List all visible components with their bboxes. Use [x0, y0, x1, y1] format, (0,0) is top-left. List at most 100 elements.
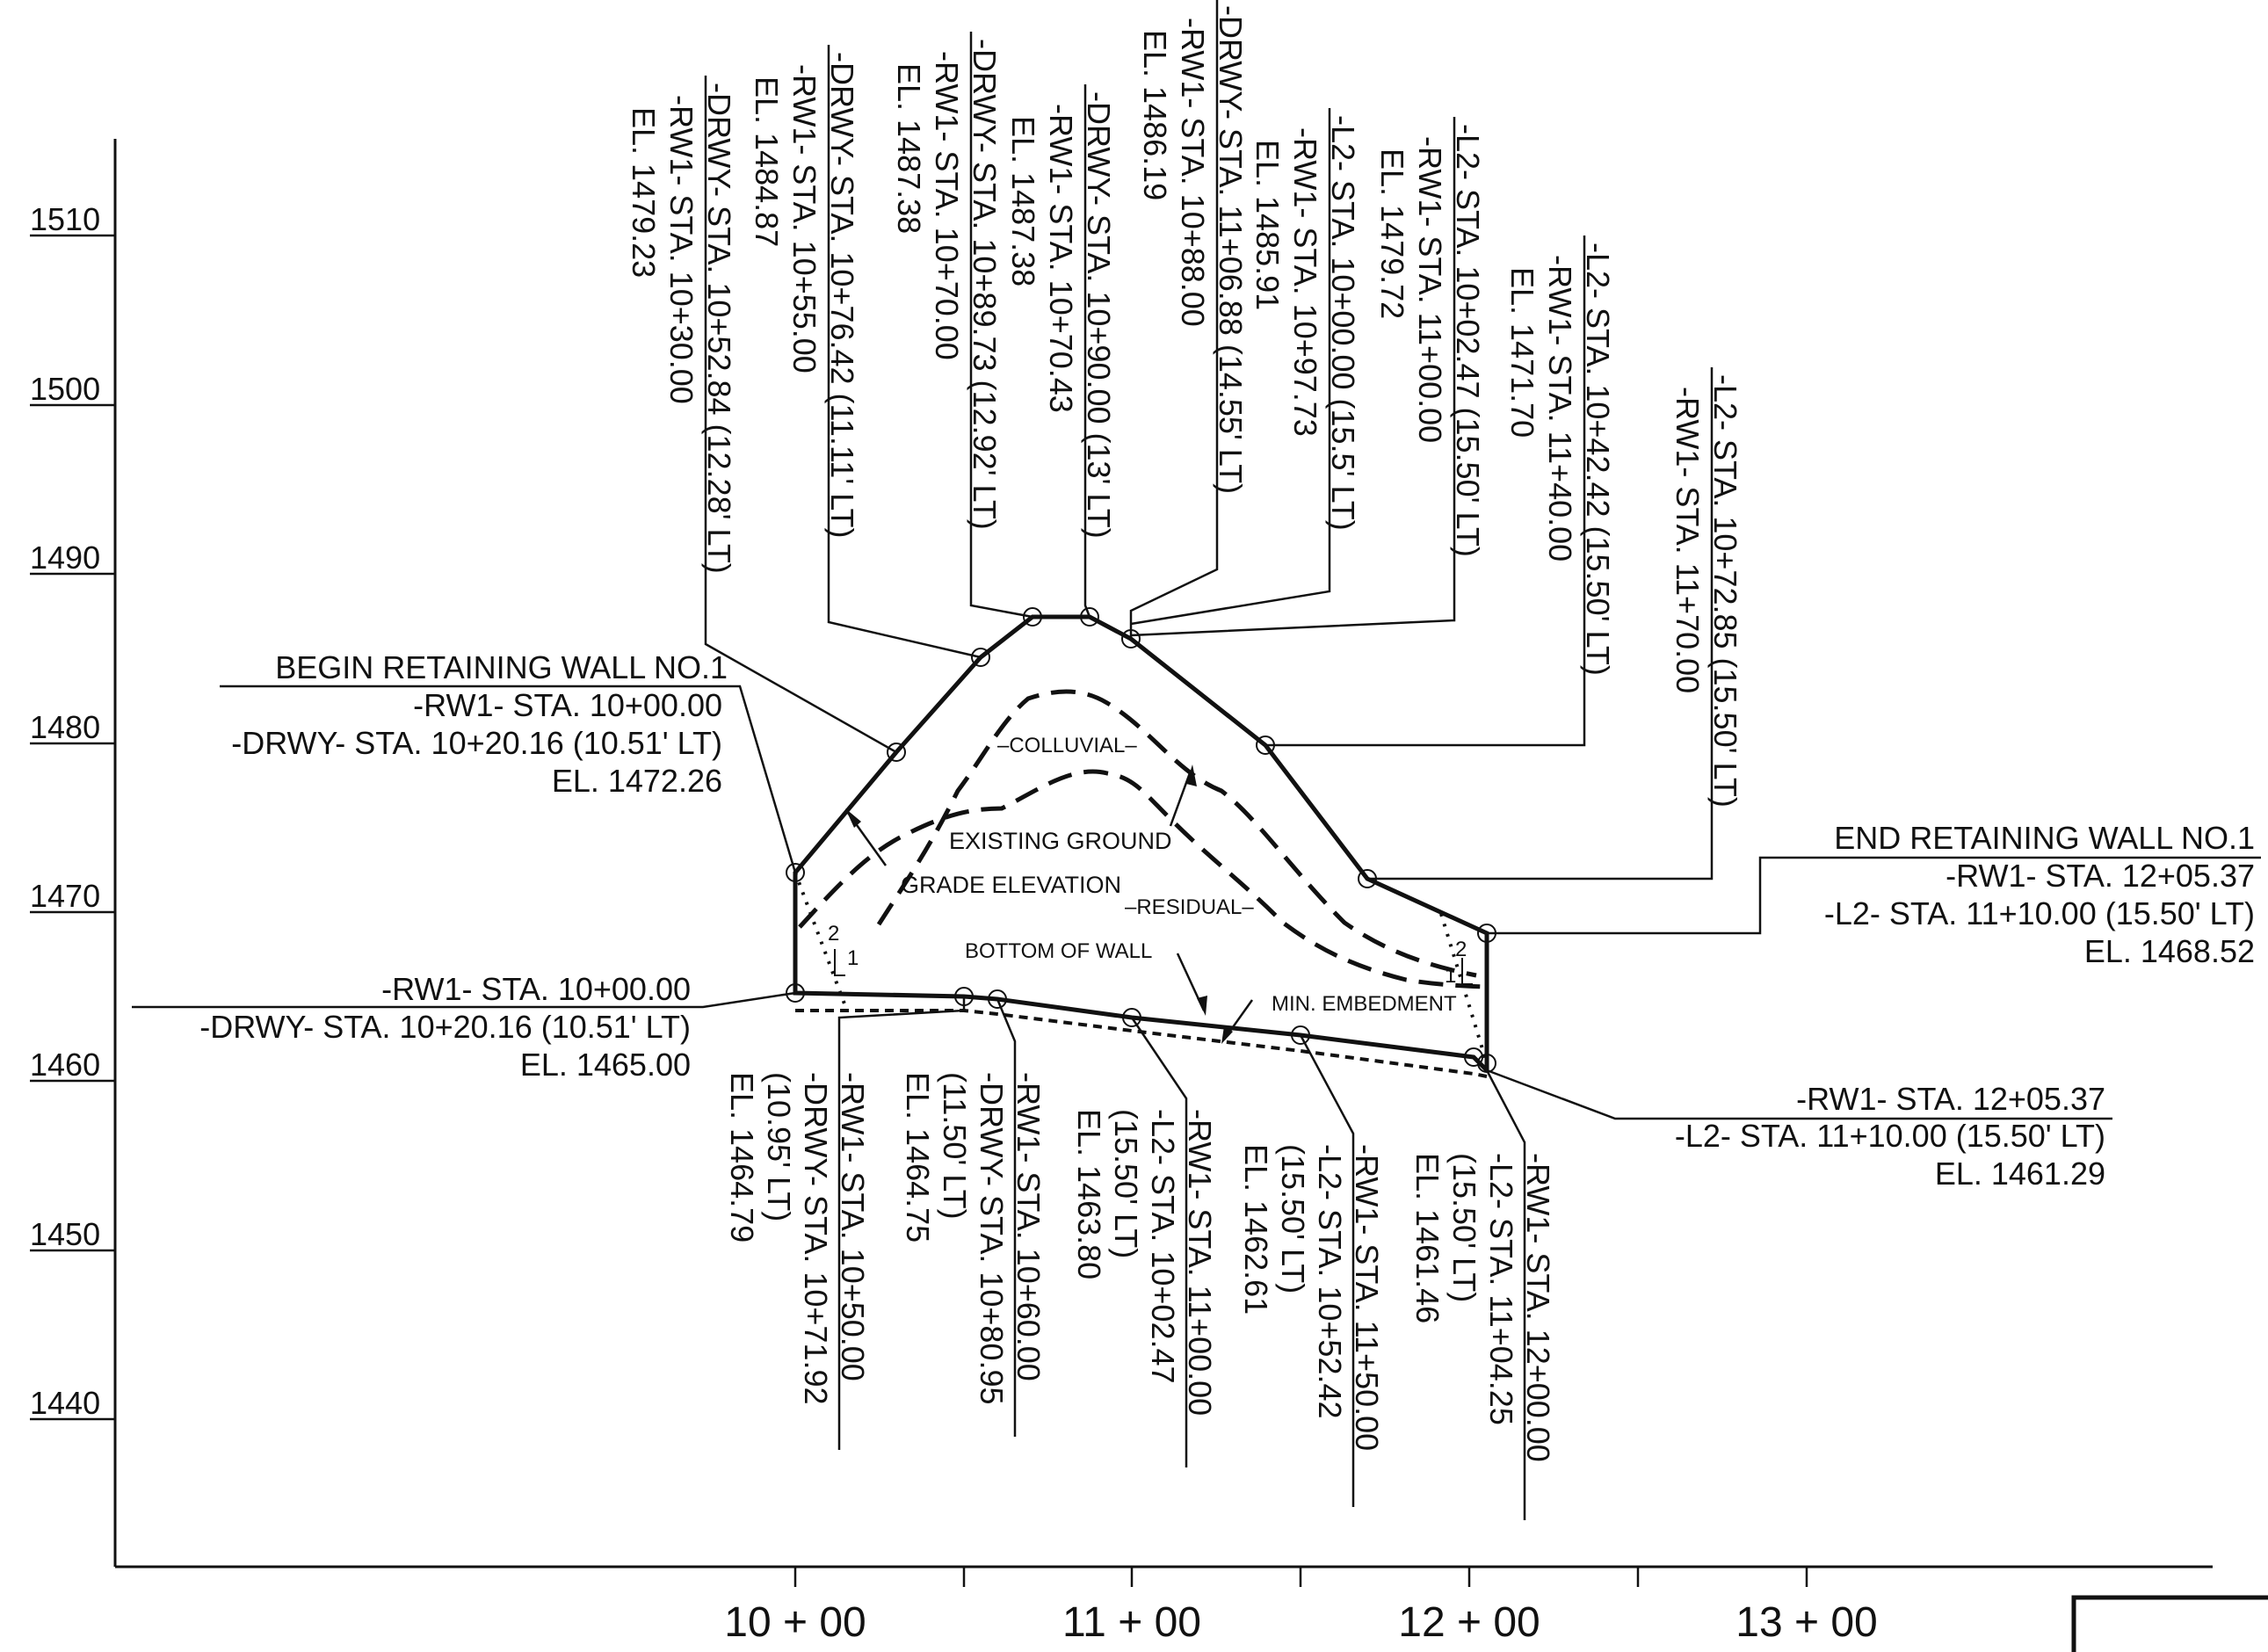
callout-line: -RW1- STA. 10+30.00 [663, 95, 699, 404]
top-callout: -DRWY- STA. 10+90.00 (13' LT)-RW1- STA. … [1005, 91, 1117, 539]
colluvial-line [876, 689, 1477, 978]
x-tick-label: 12 + 00 [1398, 1599, 1540, 1646]
y-tick-label: 1460 [30, 1047, 100, 1083]
point-marker [887, 743, 906, 762]
callout-line: EL. 1485.91 [1250, 140, 1286, 310]
bottom-right-line: -RW1- STA. 12+05.37 [1796, 1081, 2105, 1117]
callout-line: -RW1- STA. 10+55.00 [786, 64, 822, 373]
callout-line: -RW1- STA. 11+50.00 [1349, 1144, 1385, 1451]
point-marker [988, 989, 1007, 1009]
callout-line: -RW1- STA. 11+00.00 [1412, 136, 1448, 443]
bottom-left-line: -RW1- STA. 10+00.00 [381, 971, 691, 1007]
leader-top-callout [969, 32, 1033, 619]
bottom-left-line: EL. 1465.00 [520, 1047, 691, 1083]
callout-line: EL. 1487.38 [891, 63, 927, 234]
leader-top-callout [827, 45, 982, 659]
point-marker [971, 648, 990, 667]
callout-line: EL. 1486.19 [1137, 30, 1173, 200]
top-callout: -DRWY- STA. 10+76.42 (11.11' LT)-RW1- ST… [749, 52, 860, 538]
callout-line: -L2- STA. 10+00.00 (15.5' LT) [1325, 115, 1361, 531]
residual-note: –RESIDUAL– [1125, 895, 1254, 919]
top-callout: -L2- STA. 10+42.42 (15.50' LT)-RW1- STA.… [1504, 243, 1616, 676]
point-marker [786, 983, 805, 1003]
y-tick-label: 1450 [30, 1216, 100, 1252]
leader-top-callout [1130, 117, 1456, 637]
slope-triangle-left [834, 949, 845, 976]
callout-line: -DRWY- STA. 10+52.84 (12.28' LT) [701, 83, 737, 574]
leader-bottom-callout [1299, 1034, 1355, 1507]
top-callout: -L2- STA. 10+00.00 (15.5' LT)-RW1- STA. … [1250, 115, 1361, 531]
callout-line: -L2- STA. 10+52.42 [1312, 1144, 1348, 1419]
callout-line: -RW1- STA. 10+88.00 [1175, 18, 1211, 327]
top-callout: -L2- STA. 10+72.85 (15.50' LT)-RW1- STA.… [1670, 374, 1743, 808]
callout-line: -RW1- STA. 10+50.00 [835, 1072, 871, 1381]
leader-top-callout [1083, 84, 1091, 618]
leader-top-callout [1129, 0, 1219, 639]
point-marker [1464, 1047, 1483, 1067]
callout-line: EL. 1463.80 [1071, 1109, 1107, 1279]
leader-end [1487, 856, 2261, 935]
leader-bottom-left [132, 991, 796, 1009]
point-marker [1291, 1025, 1310, 1045]
bottom-left-label: -RW1- STA. 10+00.00 -DRWY- STA. 10+20.16… [199, 971, 691, 1083]
callout-line: (15.50' LT) [1108, 1109, 1144, 1258]
bottom-left-line: -DRWY- STA. 10+20.16 (10.51' LT) [199, 1009, 691, 1045]
colluvial-note: –COLLUVIAL– [997, 734, 1137, 757]
callout-line: -DRWY- STA. 10+80.95 [974, 1072, 1010, 1405]
arrow-heads [845, 764, 1233, 1044]
bottom-callout: -RW1- STA. 11+00.00-L2- STA. 10+02.47(15… [1071, 1109, 1218, 1416]
leader-top-callout [1367, 367, 1714, 880]
callout-line: EL. 1479.72 [1374, 149, 1410, 319]
callout-line: -L2- STA. 10+02.47 [1145, 1109, 1181, 1384]
end-wall-label: END RETAINING WALL NO.1 -RW1- STA. 12+05… [1824, 820, 2255, 969]
bottom-of-wall-note: BOTTOM OF WALL [965, 939, 1152, 963]
callout-line: -RW1- STA. 10+70.00 [929, 51, 965, 360]
min-embedment-note: MIN. EMBEDMENT [1272, 992, 1457, 1016]
top-callout: -L2- STA. 10+02.47 (15.50' LT)-RW1- STA.… [1374, 124, 1486, 557]
callout-line: -L2- STA. 10+42.42 (15.50' LT) [1580, 243, 1616, 676]
callout-line: -RW1- STA. 10+97.73 [1287, 127, 1323, 437]
leader-bottom-callout [1485, 1069, 1526, 1520]
begin-wall-label: BEGIN RETAINING WALL NO.1 -RW1- STA. 10+… [231, 649, 728, 799]
callout-line: -RW1- STA. 12+00.00 [1520, 1153, 1556, 1462]
callout-line: -RW1- STA. 10+60.00 [1011, 1072, 1047, 1381]
begin-wall-line: EL. 1472.26 [552, 763, 722, 799]
bottom-callout: -RW1- STA. 10+50.00-DRWY- STA. 10+71.92(… [724, 1072, 871, 1405]
slope-rise-left: 2 [828, 922, 839, 946]
y-tick-label: 1440 [30, 1385, 100, 1421]
y-tick-label: 1500 [30, 371, 100, 407]
arrow-head [845, 808, 861, 828]
point-marker [786, 863, 805, 882]
y-tick-label: 1510 [30, 201, 100, 237]
slope-run-right: 1 [1445, 964, 1456, 988]
callout-line: -RW1- STA. 10+70.43 [1043, 104, 1079, 413]
bottom-callout: -RW1- STA. 11+50.00-L2- STA. 10+52.42(15… [1238, 1144, 1385, 1451]
callout-line: -L2- STA. 11+04.25 [1483, 1153, 1519, 1425]
callout-line: EL. 1462.61 [1238, 1144, 1274, 1315]
slope-symbols [834, 949, 1473, 985]
leader-begin [220, 685, 797, 873]
existing-ground-note: EXISTING GROUND [949, 828, 1172, 854]
callout-line: (15.50' LT) [1275, 1144, 1311, 1293]
slope-rise-right: 2 [1455, 938, 1467, 961]
callout-line: (10.95' LT) [761, 1072, 797, 1221]
bottom-callouts: -RW1- STA. 10+50.00-DRWY- STA. 10+71.92(… [724, 1072, 1556, 1462]
y-tick-label: 1490 [30, 540, 100, 576]
callout-line: -RW1- STA. 11+00.00 [1182, 1109, 1218, 1416]
callout-line: EL. 1471.70 [1504, 267, 1540, 438]
callout-line: -DRWY- STA. 10+71.92 [798, 1072, 834, 1405]
callout-line: EL. 1479.23 [626, 107, 662, 278]
callout-line: -L2- STA. 10+02.47 (15.50' LT) [1450, 124, 1486, 557]
slope-run-left: 1 [847, 946, 859, 970]
callout-line: EL. 1464.79 [724, 1072, 760, 1243]
callout-line: -RW1- STA. 11+70.00 [1670, 387, 1706, 693]
grade-elevation-note: GRADE ELEVATION [901, 872, 1121, 898]
arrow-head [1197, 996, 1207, 1016]
callout-line: -DRWY- STA. 10+76.42 (11.11' LT) [824, 52, 860, 538]
arrow-head [1221, 1026, 1233, 1044]
x-tick-label: 10 + 00 [724, 1599, 866, 1646]
end-wall-line: -RW1- STA. 12+05.37 [1946, 858, 2255, 894]
leader-bottom-callout [1130, 1017, 1188, 1467]
leader-bottom-callout [996, 998, 1017, 1437]
